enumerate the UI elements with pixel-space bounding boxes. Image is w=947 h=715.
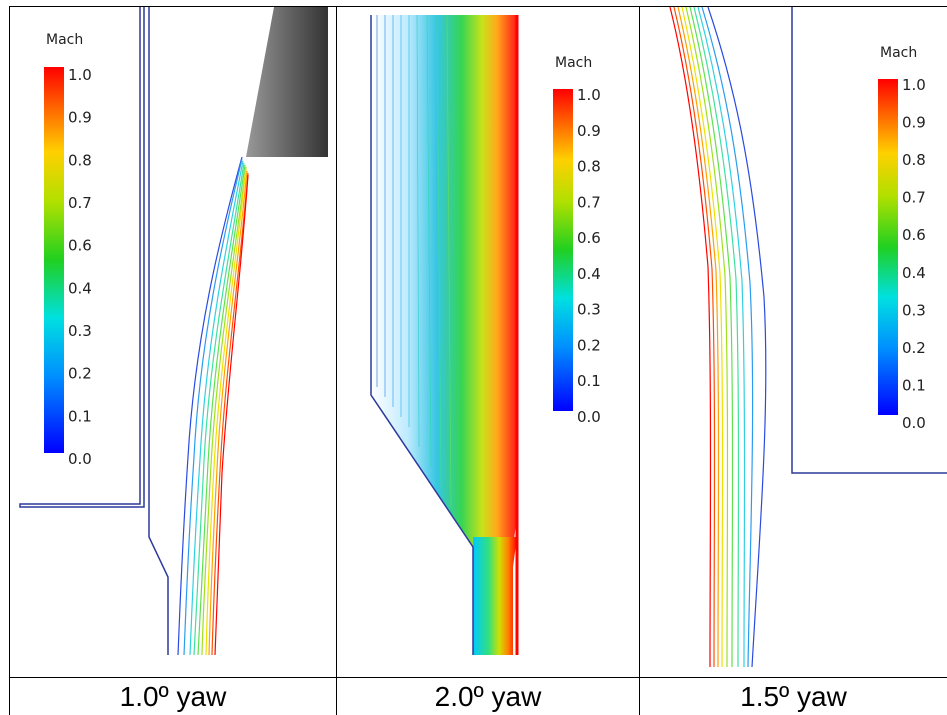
colorbar-ticks: 1.0 0.9 0.8 0.7 0.6 0.4 0.3 0.2 0.1 0.0 <box>902 76 926 432</box>
colorbar-tick-label: 0.2 <box>902 339 926 357</box>
colorbar-tick-label: 1.0 <box>68 66 92 84</box>
model-body <box>246 7 328 157</box>
panel-3-caption: 1.5º yaw <box>740 681 847 712</box>
panel-2-caption: 2.0º yaw <box>434 681 542 712</box>
colorbar-tick-label: 0.0 <box>902 414 926 432</box>
colorbar-tick-label: 0.3 <box>902 301 926 319</box>
panel-1-plot: Mach 1.0 0.9 0.8 0.7 0.6 0.4 0.3 0.2 0.1 0.0 <box>10 7 336 677</box>
colorbar-tick-label: 0.0 <box>68 450 92 468</box>
colorbar-tick-label: 0.9 <box>577 122 601 140</box>
colorbar-tick-label: 0.8 <box>577 158 601 176</box>
wall-outline <box>370 15 474 655</box>
panel-1-caption: 1.0º yaw <box>119 681 227 712</box>
colorbar-tick-label: 0.1 <box>577 372 601 390</box>
colorbar-gradient <box>878 79 898 415</box>
colorbar-tick-label: 0.2 <box>68 365 92 383</box>
colorbar-ticks: 1.0 0.9 0.8 0.7 0.6 0.4 0.3 0.2 0.1 0.0 <box>68 66 92 468</box>
colorbar-tick-label: 0.1 <box>902 376 926 394</box>
panel-3-plot: Mach 1.0 0.9 0.8 0.7 0.6 0.4 0.3 0.2 0.1 0.0 <box>640 7 947 677</box>
table-border-left <box>9 6 10 715</box>
flow-field-throat <box>473 537 517 655</box>
column-divider-1 <box>336 6 337 715</box>
colorbar-tick-label: 0.4 <box>68 279 92 297</box>
table-border-top <box>9 6 947 7</box>
colorbar-tick-label: 0.6 <box>902 226 926 244</box>
flow-field <box>371 15 517 655</box>
colorbar-tick-label: 0.3 <box>68 322 92 340</box>
colorbar-tick-label: 0.7 <box>577 193 601 211</box>
colorbar-title: Mach <box>880 45 917 61</box>
contour-lines <box>177 156 249 656</box>
colorbar-tick-label: 0.1 <box>68 407 92 425</box>
colorbar-tick-label: 0.0 <box>577 408 601 426</box>
colorbar-tick-label: 0.8 <box>902 151 926 169</box>
colorbar-title: Mach <box>46 32 83 48</box>
caption-row-divider <box>9 677 947 678</box>
colorbar-tick-label: 0.4 <box>577 265 601 283</box>
contour-lines <box>669 7 767 668</box>
panel-2-plot: Mach 1.0 0.9 0.8 0.7 0.6 0.4 0.3 0.2 0.1 0.0 <box>337 7 639 677</box>
colorbar-tick-label: 0.4 <box>902 264 926 282</box>
wall-outline <box>791 7 947 474</box>
colorbar-title: Mach <box>555 55 592 71</box>
colorbar-tick-label: 0.9 <box>902 114 926 132</box>
colorbar-tick-label: 0.3 <box>577 301 601 319</box>
colorbar-tick-label: 0.7 <box>902 189 926 207</box>
colorbar-tick-label: 0.6 <box>577 229 601 247</box>
wall-outline-2 <box>148 7 169 655</box>
colorbar-tick-label: 0.7 <box>68 194 92 212</box>
colorbar-ticks: 1.0 0.9 0.8 0.7 0.6 0.4 0.3 0.2 0.1 0.0 <box>577 86 601 426</box>
colorbar-tick-label: 0.6 <box>68 237 92 255</box>
column-divider-2 <box>639 6 640 715</box>
colorbar-tick-label: 0.2 <box>577 336 601 354</box>
colorbar-tick-label: 0.8 <box>68 151 92 169</box>
colorbar-tick-label: 0.9 <box>68 109 92 127</box>
colorbar-tick-label: 1.0 <box>577 86 601 104</box>
colorbar-tick-label: 1.0 <box>902 76 926 94</box>
colorbar-gradient <box>44 67 64 453</box>
contour-lines <box>376 14 452 508</box>
wall-outline <box>19 7 145 508</box>
colorbar-gradient <box>553 89 573 411</box>
